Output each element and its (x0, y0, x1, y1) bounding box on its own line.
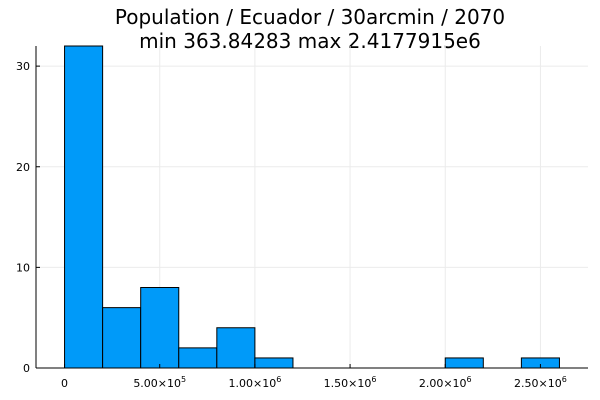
y-ticks: 0 10 20 30 (16, 60, 40, 375)
x-tick-label-1: 5.00×105 (133, 375, 186, 390)
histogram-bar-0 (64, 45, 104, 369)
x-tick-label-5: 2.50×106 (514, 375, 567, 390)
x-tick-label-2: 1.00×106 (228, 375, 281, 390)
y-tick-label-1: 10 (16, 261, 30, 274)
chart-title-line-2: min 363.84283 max 2.4177915e6 (139, 29, 481, 53)
axes (35, 46, 588, 369)
histogram-bar-4 (216, 327, 256, 369)
y-tick-label-2: 20 (16, 161, 30, 174)
y-tick-label-3: 30 (16, 60, 30, 73)
histogram-bar-5 (254, 357, 294, 369)
bars (64, 45, 560, 369)
histogram-bar-6 (444, 357, 484, 369)
histogram-bar-1 (102, 307, 142, 369)
x-tick-label-0: 0 (61, 377, 68, 390)
histogram-bar-3 (178, 347, 218, 369)
x-ticks: 0 5.00×105 1.00×106 1.50×106 2.00×106 2.50×10… (61, 364, 567, 390)
histogram-bar-2 (140, 287, 180, 369)
x-tick-label-4: 2.00×106 (419, 375, 472, 390)
x-tick-label-3: 1.50×106 (324, 375, 377, 390)
chart-title-line-1: Population / Ecuador / 30arcmin / 2070 (115, 5, 505, 29)
y-tick-label-0: 0 (23, 362, 30, 375)
